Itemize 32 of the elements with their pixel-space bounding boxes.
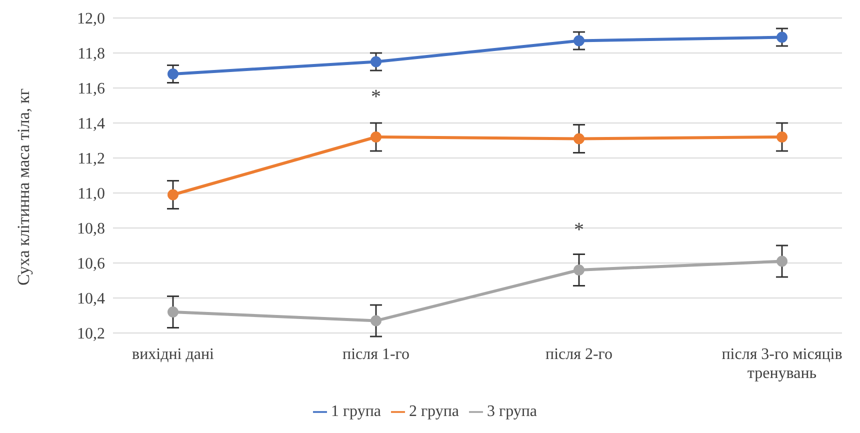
- y-tick-label: 10,4: [77, 290, 105, 308]
- legend-label: 3 група: [487, 403, 538, 420]
- y-tick-label: 10,2: [77, 326, 105, 343]
- legend-label: 2 група: [408, 403, 459, 420]
- y-tick-label: 11,2: [78, 150, 105, 168]
- point: [776, 256, 788, 267]
- y-axis-title: Суха клітинна маса тіла, кг: [14, 88, 34, 286]
- point: [168, 306, 178, 318]
- point: [370, 132, 382, 142]
- y-tick-label: 11,4: [78, 116, 105, 133]
- annotation: *: [574, 219, 584, 241]
- point: [574, 35, 584, 46]
- y-tick-label: 11,0: [78, 186, 105, 203]
- y-tick-label: 11,6: [78, 80, 105, 98]
- point: [574, 264, 584, 276]
- point: [168, 68, 178, 80]
- point: [776, 32, 788, 43]
- x-tick-label: після 2-го: [546, 346, 612, 363]
- point: [168, 189, 178, 200]
- x-tick-label: вихідні дані: [132, 346, 215, 363]
- x-tick-label: після 3-го місяців тренувань: [722, 346, 843, 382]
- y-tick-label: 10,6: [77, 256, 105, 273]
- point: [370, 56, 382, 68]
- y-tick-label: 11,8: [78, 46, 105, 63]
- annotation: *: [371, 86, 381, 108]
- legend-label: 1 група: [330, 403, 381, 420]
- point: [370, 315, 382, 326]
- y-tick-label: 12,0: [77, 10, 105, 28]
- point: [776, 132, 788, 142]
- point: [574, 133, 584, 144]
- x-tick-label: після 1-го: [342, 346, 410, 363]
- y-tick-label: 10,8: [77, 220, 105, 238]
